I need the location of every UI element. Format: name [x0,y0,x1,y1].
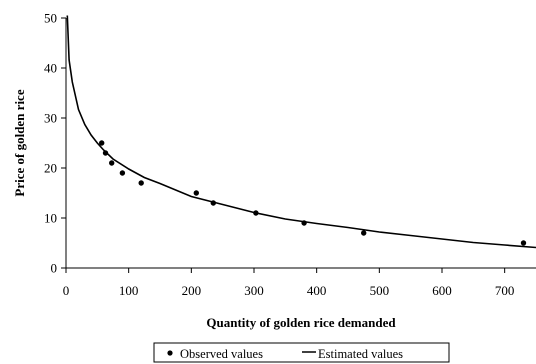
observed-point [301,220,307,226]
estimated-values-line [66,15,536,249]
observed-point [361,230,367,236]
estimated-curve-layer [66,15,536,249]
y-tick-label: 30 [44,111,57,126]
observed-point [138,180,144,186]
observed-point [520,240,527,246]
observed-point [109,160,115,166]
legend-estimated-label: Estimated values [318,347,403,361]
x-tick-label: 100 [119,283,139,298]
observed-point [119,170,126,176]
legend-box [153,342,450,363]
y-tick-label: 10 [44,211,57,226]
y-tick-label: 0 [51,261,58,276]
y-axis-title: Price of golden rice [12,89,27,196]
legend: Observed values Estimated values [153,342,450,363]
observed-points-layer [99,140,527,246]
legend-observed-marker [167,350,173,356]
observed-point [193,190,199,196]
axes [65,18,536,269]
x-tick-label: 600 [432,283,452,298]
y-tick-label: 50 [44,11,57,26]
x-tick-label: 200 [182,283,202,298]
x-tick-label: 0 [63,283,70,298]
observed-point [253,210,259,216]
x-tick-label: 700 [495,283,515,298]
x-tick-label: 400 [307,283,327,298]
observed-point [99,140,105,146]
y-tick-label: 40 [44,61,57,76]
y-ticks: 0 10 20 30 40 50 [44,11,66,276]
x-axis-title: Quantity of golden rice demanded [206,315,396,330]
x-tick-label: 500 [370,283,390,298]
legend-observed-label: Observed values [180,347,263,361]
y-tick-label: 20 [44,161,57,176]
observed-point [102,150,109,156]
x-ticks: 0 100 200 300 400 500 600 700 [63,268,515,298]
observed-point [210,200,216,206]
x-tick-label: 300 [244,283,264,298]
